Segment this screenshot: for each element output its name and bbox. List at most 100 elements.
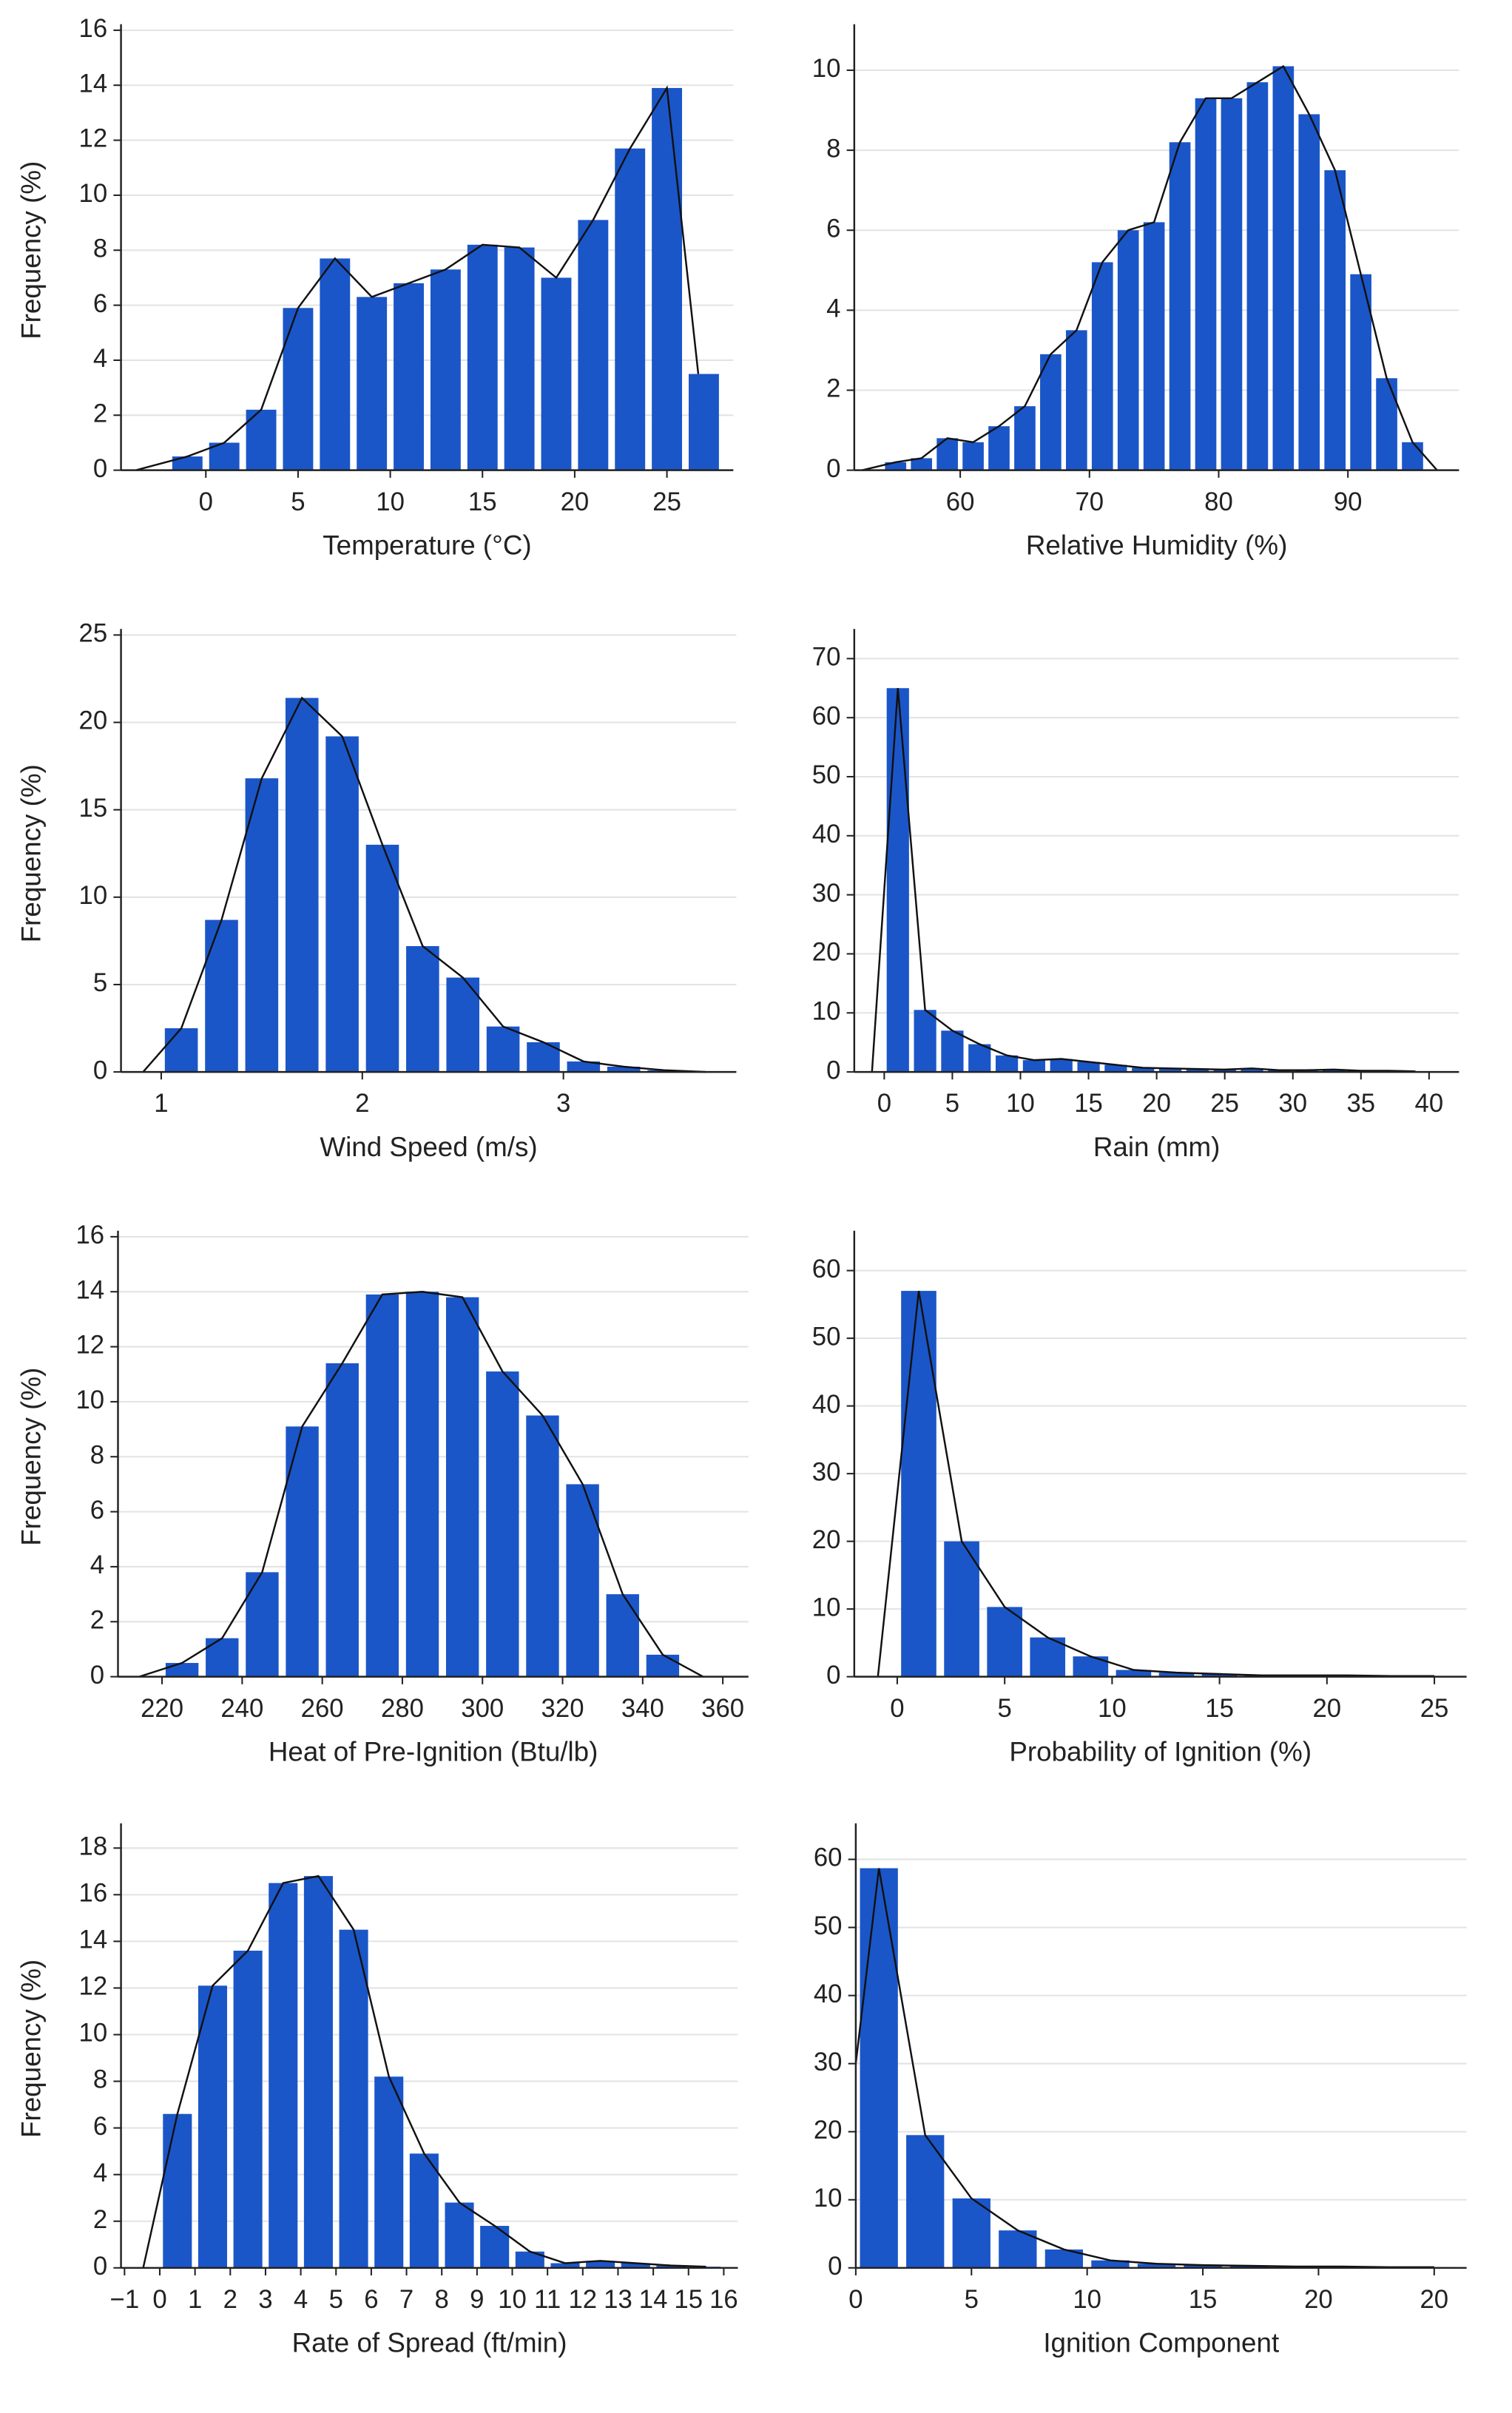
x-tick-label: 360 bbox=[701, 1695, 744, 1723]
y-tick-label: 18 bbox=[79, 1832, 108, 1860]
x-tick-label: 0 bbox=[199, 488, 213, 516]
bar bbox=[325, 736, 359, 1073]
x-tick-label: 280 bbox=[381, 1695, 424, 1723]
y-tick-label: 20 bbox=[814, 2116, 843, 2144]
y-tick-label: 40 bbox=[812, 820, 841, 848]
curve bbox=[854, 1868, 1434, 2269]
y-tick-label: 12 bbox=[75, 1332, 104, 1360]
x-tick-label: 20 bbox=[1420, 2286, 1449, 2314]
x-tick-label: 10 bbox=[1006, 1090, 1035, 1118]
y-tick-label: 0 bbox=[826, 455, 840, 483]
bar bbox=[944, 1541, 979, 1677]
bar bbox=[269, 1883, 298, 2268]
x-tick-label: 4 bbox=[294, 2286, 308, 2314]
x-tick-label: 7 bbox=[399, 2286, 414, 2314]
x-tick-label: 20 bbox=[1313, 1695, 1342, 1723]
bar bbox=[1229, 2266, 1269, 2268]
bar bbox=[886, 688, 909, 1073]
x-tick-label: 340 bbox=[621, 1695, 664, 1723]
y-tick-label: 50 bbox=[812, 761, 841, 789]
bar bbox=[374, 2076, 404, 2268]
bar bbox=[1195, 98, 1217, 470]
y-tick-label: 4 bbox=[93, 2159, 107, 2187]
y-tick-label: 60 bbox=[814, 1844, 843, 1872]
x-axis-label: Rate of Spread (ft/min) bbox=[292, 2328, 567, 2358]
bar bbox=[1201, 1673, 1238, 1677]
curve bbox=[871, 688, 1416, 1073]
y-tick-label: 6 bbox=[93, 290, 107, 318]
y-tick-label: 10 bbox=[812, 1593, 841, 1621]
bar bbox=[566, 1484, 599, 1677]
bar bbox=[357, 297, 388, 470]
x-tick-label: 13 bbox=[604, 2286, 632, 2314]
x-tick-label: 10 bbox=[1098, 1695, 1127, 1723]
bar bbox=[406, 945, 439, 1073]
x-tick-label: 1 bbox=[188, 2286, 202, 2314]
y-tick-label: 10 bbox=[814, 2184, 843, 2213]
y-tick-label: 10 bbox=[79, 2019, 108, 2048]
y-tick-label: 30 bbox=[812, 880, 841, 908]
y-tick-label: 30 bbox=[814, 2048, 843, 2076]
x-tick-label: 35 bbox=[1346, 1090, 1375, 1118]
y-tick-label: 6 bbox=[826, 215, 840, 243]
y-tick-label: 4 bbox=[90, 1551, 104, 1579]
bar bbox=[1117, 230, 1139, 470]
x-tick-label: 12 bbox=[568, 2286, 597, 2314]
bar bbox=[1376, 378, 1397, 470]
x-tick-label: 90 bbox=[1334, 488, 1363, 516]
y-tick-label: 0 bbox=[93, 2252, 107, 2281]
bar bbox=[467, 244, 498, 470]
x-tick-label: 70 bbox=[1075, 488, 1104, 516]
bar bbox=[430, 269, 461, 470]
x-tick-label: 220 bbox=[141, 1695, 183, 1723]
bar bbox=[339, 1929, 368, 2268]
y-tick-label: 0 bbox=[826, 1661, 840, 1690]
bar bbox=[901, 1291, 936, 1677]
bar bbox=[486, 1026, 520, 1073]
y-tick-label: 0 bbox=[93, 455, 107, 483]
bar bbox=[1065, 330, 1087, 470]
y-tick-label: 5 bbox=[93, 969, 107, 997]
bar bbox=[1040, 354, 1062, 470]
x-tick-label: 3 bbox=[556, 1090, 570, 1118]
bar bbox=[164, 1028, 198, 1073]
bar bbox=[165, 1663, 199, 1677]
bar bbox=[206, 1638, 239, 1677]
x-tick-label: 15 bbox=[1205, 1695, 1234, 1723]
y-tick-label: 12 bbox=[79, 125, 108, 153]
bar bbox=[1322, 1069, 1346, 1073]
x-tick-label: 6 bbox=[364, 2286, 378, 2314]
x-tick-label: 5 bbox=[291, 488, 305, 516]
bar bbox=[541, 277, 572, 470]
bar bbox=[445, 2202, 474, 2268]
x-tick-label: 0 bbox=[152, 2286, 166, 2314]
bar bbox=[1104, 1064, 1127, 1073]
x-tick-label: −1 bbox=[110, 2286, 140, 2314]
x-tick-label: 11 bbox=[534, 2286, 561, 2314]
y-tick-label: 20 bbox=[812, 939, 841, 967]
bar bbox=[526, 1415, 559, 1677]
bar bbox=[1213, 1069, 1236, 1073]
bar bbox=[515, 2251, 544, 2268]
bar bbox=[504, 247, 535, 470]
bar bbox=[1221, 98, 1243, 470]
bar bbox=[656, 2265, 686, 2268]
x-tick-label: 25 bbox=[1210, 1090, 1239, 1118]
bar bbox=[1169, 142, 1191, 470]
y-tick-label: 10 bbox=[75, 1386, 104, 1414]
x-tick-label: 20 bbox=[1304, 2286, 1333, 2314]
x-tick-label: 320 bbox=[541, 1695, 584, 1723]
x-tick-label: 15 bbox=[1189, 2286, 1218, 2314]
x-tick-label: 300 bbox=[461, 1695, 504, 1723]
bar bbox=[246, 1572, 279, 1677]
bar bbox=[1298, 114, 1320, 470]
y-tick-label: 16 bbox=[79, 15, 108, 43]
bar bbox=[586, 2261, 615, 2268]
x-tick-label: 9 bbox=[470, 2286, 484, 2314]
y-tick-label: 2 bbox=[93, 2206, 107, 2234]
y-tick-label: 4 bbox=[93, 345, 107, 373]
y-tick-label: 16 bbox=[75, 1221, 104, 1249]
bar bbox=[1350, 274, 1371, 470]
x-tick-label: 16 bbox=[709, 2286, 738, 2314]
bar bbox=[567, 1061, 601, 1073]
